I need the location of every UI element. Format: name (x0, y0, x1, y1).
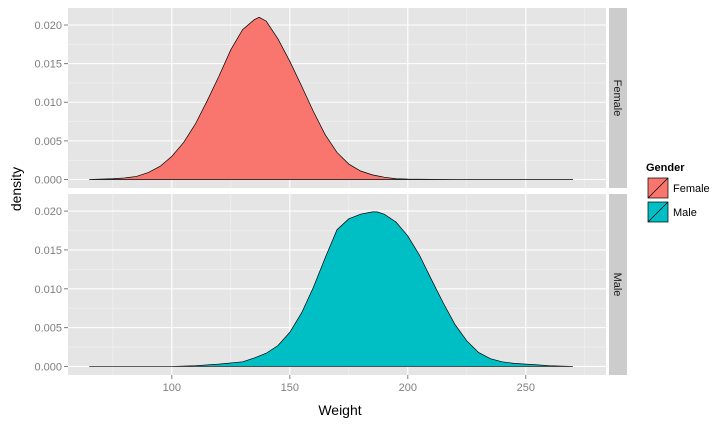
y-tick-label: 0.010 (34, 97, 62, 109)
legend-key-male (646, 200, 670, 224)
facet-strips: Female Male (609, 8, 627, 375)
y-tick-label: 0.005 (34, 323, 62, 335)
strip-label: Male (611, 273, 623, 297)
x-axis: 100 150 200 250 (163, 375, 535, 394)
density-area-female (89, 16, 573, 180)
x-tick-label: 150 (281, 382, 299, 394)
facet-panel-male (68, 194, 606, 375)
legend-swatch-slash (647, 201, 669, 223)
y-tick-label: 0.015 (34, 245, 62, 257)
y-axis-title: density (8, 167, 24, 211)
facet-strip-female: Female (609, 8, 627, 188)
legend-label: Female (673, 183, 710, 195)
legend-swatch-slash (647, 177, 669, 199)
y-tick-label: 0.020 (34, 206, 62, 218)
strip-label: Female (611, 80, 623, 117)
strip-background (609, 194, 627, 375)
x-tick-label: 250 (517, 382, 535, 394)
x-tick-label: 200 (399, 382, 417, 394)
y-tick-label: 0.000 (34, 175, 62, 187)
x-axis-title: Weight (318, 402, 361, 418)
y-tick-label: 0.005 (34, 136, 62, 148)
y-tick-label: 0.020 (34, 20, 62, 32)
facet-strip-male: Male (609, 194, 627, 375)
facet-panels (68, 8, 606, 375)
legend-label: Male (673, 207, 697, 219)
density-area-male (89, 211, 573, 367)
legend-title: Gender (646, 162, 685, 174)
y-tick-label: 0.000 (34, 361, 62, 373)
y-axes: 0.000 0.005 0.010 0.015 0.020 0.000 0.005 0.010… (34, 20, 68, 373)
x-tick-label: 100 (163, 382, 181, 394)
legend: Gender Female Male (646, 162, 710, 224)
legend-key-female (646, 176, 670, 200)
y-tick-label: 0.015 (34, 59, 62, 71)
strip-background (609, 8, 627, 188)
facet-panel-female (68, 8, 606, 188)
y-tick-label: 0.010 (34, 284, 62, 296)
